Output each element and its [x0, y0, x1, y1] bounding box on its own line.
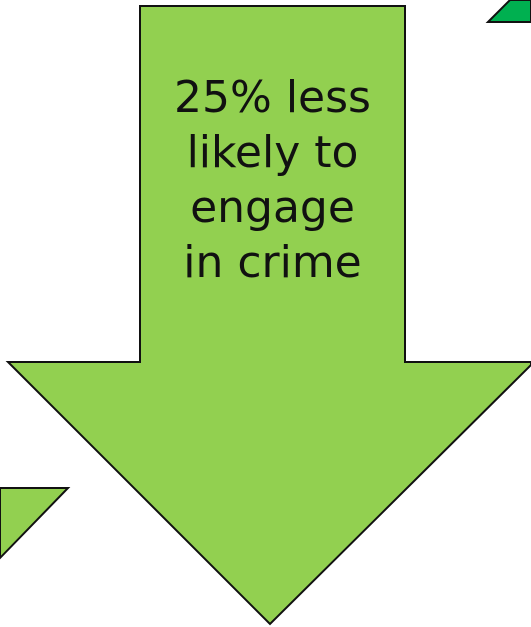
- arrow-label-line-4: in crime: [183, 237, 362, 288]
- down-arrow-shape: [5, 5, 531, 626]
- top-right-arrow-fragment: [485, 0, 531, 23]
- arrow-label: 25% less likely to engage in crime: [140, 70, 405, 290]
- arrow-label-line-3: engage: [190, 182, 355, 233]
- arrow-label-line-1: 25% less: [174, 72, 371, 123]
- arrow-label-line-2: likely to: [186, 127, 359, 178]
- bottom-left-arrow-fragment: [0, 487, 71, 560]
